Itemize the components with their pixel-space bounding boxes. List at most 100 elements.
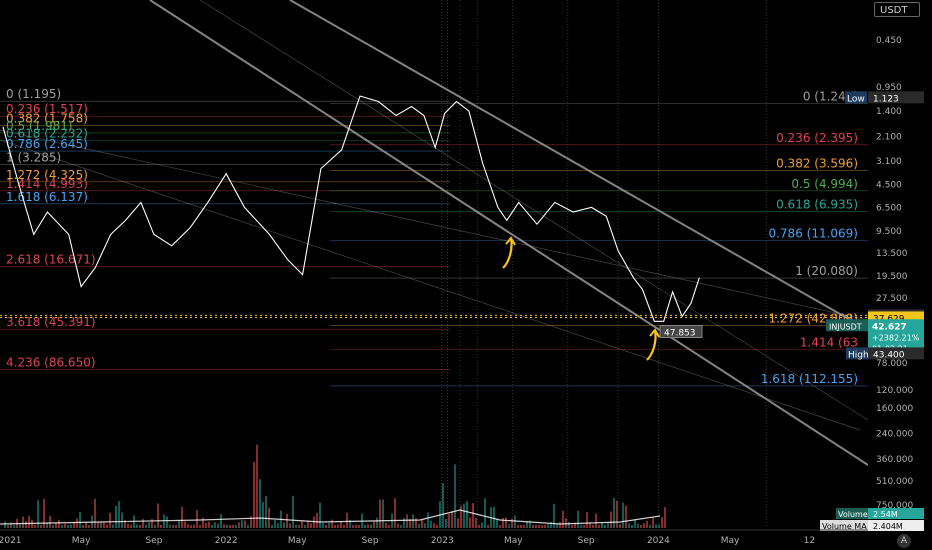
volume-bar [631,524,633,528]
trend-channel-line [199,0,869,421]
volume-bar [442,483,444,528]
price-series-line [2,95,700,322]
current-price-value: 42.627 [872,322,907,332]
trend-channel-line [0,129,869,321]
volume-bar [196,510,198,528]
fib-right-level-label: 0.618 (6.935) [776,197,858,211]
low-label: Low [847,94,865,104]
volume-bar [598,524,600,528]
volume-bar [655,524,657,528]
volume-bar [481,522,483,528]
fib-right-level-label: 0.236 (2.395) [776,131,858,145]
volume-bar [610,511,612,528]
volume-bar [160,524,162,528]
fib-left-level-label: 0.786 (2.645) [6,137,88,151]
fib-left-level-label: 1 (3.285) [6,151,61,165]
time-axis-tick: May [72,536,91,546]
volume-bar [37,500,39,528]
time-axis-tick: 2023 [431,536,454,546]
volume-bar [376,517,378,528]
fib-left-level-label: 1.414 (4.993) [6,177,88,191]
volume-bar [244,520,246,528]
volume-bar [370,524,372,528]
fib-right-level-label: 1.618 (112.155) [761,372,858,386]
volume-bar [100,522,102,528]
volume-bar [544,524,546,528]
volume-bar [175,524,177,528]
volume-bar [589,523,591,528]
volume-bar [562,510,564,528]
volume-bar [226,524,228,528]
yellow-arrow-1-head [505,236,516,246]
volume-bar [118,501,120,528]
volume-bar [463,503,465,528]
volume-bar [328,522,330,528]
fib-right-level-label: 1 (20.080) [795,264,858,278]
volume-bar [601,522,603,528]
auto-scale-icon[interactable]: A [897,534,911,548]
volume-bar [352,524,354,528]
time-axis-tick: 2022 [215,536,238,546]
volume-bar [22,516,24,528]
volume-bar [340,521,342,528]
volume-bar [256,444,258,528]
volume-bar [34,524,36,528]
volume-bar [187,524,189,528]
volume-bar [388,524,390,528]
fib-left-level-label: 1.618 (6.137) [6,190,88,204]
price-note-box [659,325,703,339]
volume-bar [67,524,69,528]
volume-bar [595,513,597,528]
high-value-tag: 43.400 [873,350,905,360]
volume-ma-label: Volume MA [822,522,867,531]
volume-bar [322,523,324,528]
volume-bar [622,502,624,528]
volume-bar [208,521,210,528]
volume-bar [403,517,405,528]
volume-bar [604,524,606,528]
volume-bar [493,506,495,528]
volume-bar [181,507,183,528]
volume-bar [79,511,81,528]
volume-bar [316,512,318,528]
volume-bar [649,525,651,528]
volume-ma-line [0,509,661,525]
volume-bar [115,506,117,528]
volume-bar [619,524,621,528]
volume-bar [313,516,315,528]
volume-bar [238,522,240,528]
volume-bar [52,524,54,528]
axis-currency-selector[interactable]: USDT [874,2,920,17]
volume-bar [412,514,414,528]
volume-bar [85,522,87,528]
volume-bar [49,515,51,528]
volume-bar [646,520,648,528]
volume-bar [433,523,435,528]
volume-ma-value: 2.404M [873,522,903,531]
volume-bar [346,512,348,528]
volume-bar [190,524,192,528]
volume-bar [139,525,141,528]
volume-bar [454,464,456,528]
price-axis-tick: 78.000 [876,359,908,369]
high-label: High [848,350,869,360]
volume-bar [136,524,138,528]
low-value-tag-bg [868,91,924,104]
volume-bar [292,495,294,528]
volume-bar [262,502,264,528]
volume-bar [421,519,423,528]
price-axis-tick: 4.500 [876,180,902,190]
volume-bar [436,524,438,528]
price-axis-tick: 0.950 [876,83,902,93]
volume-bar [193,524,195,528]
volume-bar [88,524,90,528]
volume-bar [25,521,27,528]
time-axis-tick: Sep [362,536,379,546]
volume-bar [574,522,576,528]
volume-bar [487,524,489,528]
volume-bar [514,515,516,528]
volume-bar [505,517,507,528]
volume-bar [382,499,384,528]
